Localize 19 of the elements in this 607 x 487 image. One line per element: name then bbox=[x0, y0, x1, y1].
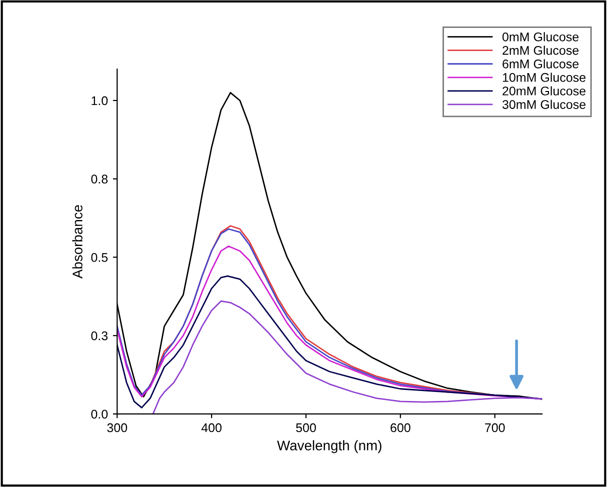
x-tick-label: 300 bbox=[107, 423, 128, 432]
x-tick-label: 600 bbox=[390, 423, 410, 432]
legend-label: 20mM Glucose bbox=[502, 86, 586, 96]
legend-label: 2mM Glucose bbox=[502, 46, 579, 55]
legend-label: 10mM Glucose bbox=[502, 72, 586, 82]
legend-label: 30mM Glucose bbox=[502, 100, 586, 109]
y-tick-label: 0.0 bbox=[91, 410, 108, 419]
x-tick-label: 700 bbox=[485, 423, 505, 432]
x-tick-label: 500 bbox=[296, 423, 316, 432]
y-tick-label: 0.3 bbox=[91, 331, 108, 340]
y-tick-label: 0.8 bbox=[91, 174, 108, 184]
legend-label: 6mM Glucose bbox=[502, 59, 579, 68]
legend-label: 0mM Glucose bbox=[502, 32, 579, 42]
y-tick-label: 1.0 bbox=[92, 96, 108, 106]
x-axis-title: Wavelength (nm) bbox=[277, 440, 382, 454]
y-tick-label: 0.5 bbox=[91, 253, 108, 262]
y-axis-title: Absorbance bbox=[72, 205, 82, 279]
x-tick-label: 400 bbox=[201, 423, 222, 432]
line-series bbox=[152, 300, 542, 414]
